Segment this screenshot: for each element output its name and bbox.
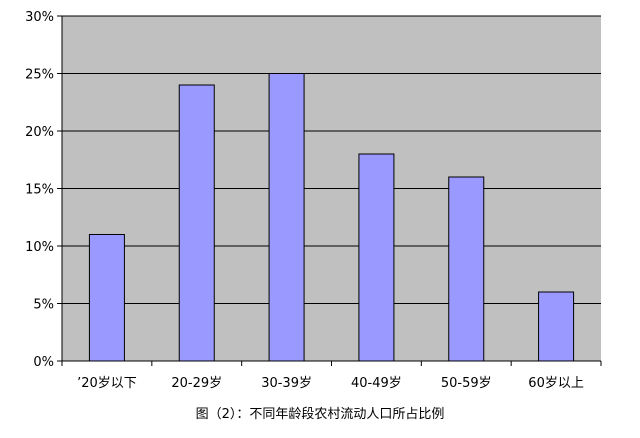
chart-caption: 图（2）：不同年龄段农村流动人口所占比例 <box>196 407 445 422</box>
x-tick-label: 30-39岁 <box>261 376 312 391</box>
x-tick-label: 40-49岁 <box>351 376 402 391</box>
y-tick-label: 25% <box>25 68 54 83</box>
y-tick-label: 10% <box>25 240 54 255</box>
gridlines <box>57 15 602 366</box>
y-tick-labels: 0% 5% 10% 15% 20% 25% 30% <box>25 10 54 370</box>
y-tick-label: 5% <box>33 298 54 313</box>
x-tick-label: 60岁以上 <box>528 376 584 391</box>
bar <box>358 153 395 362</box>
x-tick-label: ’20岁以下 <box>77 376 137 391</box>
bars <box>88 73 575 362</box>
bar <box>268 73 305 362</box>
y-tick-label: 20% <box>25 125 54 140</box>
y-tick-label: 30% <box>25 10 54 25</box>
bar <box>538 291 575 362</box>
bar <box>88 234 125 362</box>
x-tick-label: 50-59岁 <box>441 376 492 391</box>
x-tick-label: 20-29岁 <box>171 376 222 391</box>
axes <box>61 16 601 362</box>
y-tick-label: 15% <box>25 183 54 198</box>
bar <box>448 176 485 362</box>
x-tick-labels: ’20岁以下 20-29岁 30-39岁 40-49岁 50-59岁 60岁以上 <box>77 376 584 391</box>
bar <box>178 84 215 362</box>
y-tick-label: 0% <box>33 355 54 370</box>
